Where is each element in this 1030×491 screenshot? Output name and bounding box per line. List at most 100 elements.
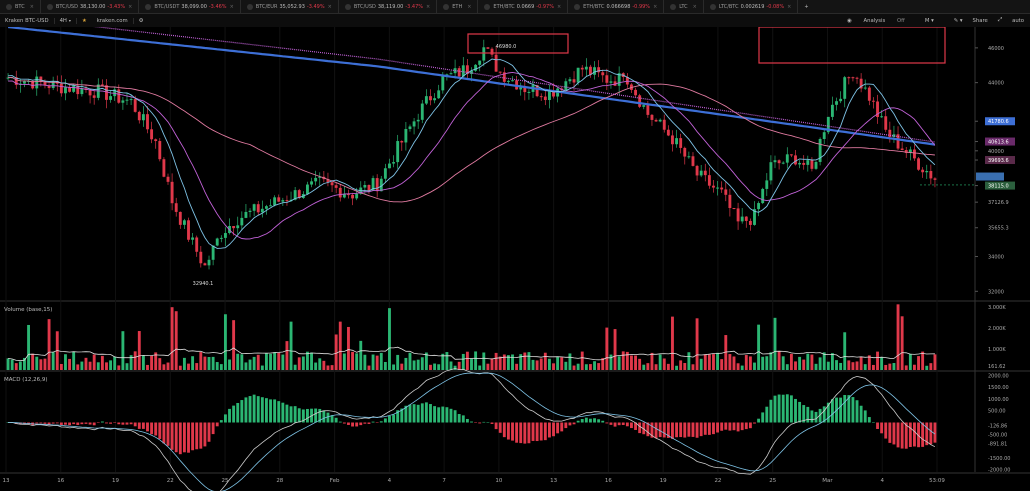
volume-bar — [404, 357, 408, 370]
exchange-selector[interactable]: Kraken BTC-USD — [0, 18, 54, 24]
trading-chart[interactable]: 13 16 19 22 25 28 Feb 4 7 10 13 16 19 22 25 Mar 4 53:09 46… — [0, 27, 1030, 491]
close-icon[interactable]: × — [787, 3, 792, 10]
volume-bar — [396, 354, 400, 370]
volume-bar — [732, 356, 736, 370]
macd-bar — [506, 422, 510, 440]
macd-bar — [68, 422, 72, 426]
volume-bar — [650, 352, 654, 370]
candle-body — [203, 263, 207, 266]
macd-bar — [843, 395, 847, 423]
macd-bar — [150, 422, 154, 435]
fullscreen-icon[interactable]: ⤢ — [997, 17, 1003, 23]
candle-body — [744, 216, 748, 221]
volume-bar — [502, 354, 506, 370]
macd-bar — [806, 406, 810, 423]
favorite-button[interactable]: ★ — [75, 17, 92, 24]
close-icon[interactable]: × — [29, 3, 34, 10]
candle-body — [658, 119, 662, 122]
ticker-price: 38,130.00 — [79, 3, 106, 10]
candle-body — [285, 200, 289, 202]
candle-body — [23, 81, 26, 84]
draw-tool-button[interactable]: ✎ ▾ — [953, 17, 963, 24]
ticker-item[interactable]: ETH/BTC 0.0669 -0.97% × — [478, 0, 569, 13]
add-ticker-button[interactable]: + — [804, 3, 809, 10]
volume-bar — [753, 362, 756, 370]
settings-button[interactable]: ⚙ — [132, 17, 149, 24]
close-icon[interactable]: × — [128, 3, 133, 10]
volume-bar — [658, 354, 662, 370]
ticker-item[interactable]: BTC/USD 38,119.00 -3.47% × — [339, 0, 438, 13]
macd-axis-label: 500.00 — [988, 409, 1006, 415]
close-icon[interactable]: × — [327, 3, 332, 10]
ticker-item[interactable]: BTC/USD 38,130.00 -3.43% × — [41, 0, 140, 13]
price-axis-label: 32000 — [988, 289, 1004, 295]
macd-bar — [814, 411, 818, 423]
current-price-tag — [976, 172, 1004, 181]
macd-bar — [650, 422, 654, 438]
auto-scale-button[interactable]: auto — [1012, 17, 1024, 24]
ticker-change: -3.47% — [405, 3, 424, 10]
macd-bar — [18, 422, 22, 425]
volume-bar — [724, 335, 728, 370]
close-icon[interactable]: × — [467, 3, 472, 10]
volume-bar — [900, 316, 904, 370]
candle-body — [334, 185, 338, 188]
candle-body — [584, 66, 588, 70]
macd-bar — [76, 422, 80, 425]
volume-bar — [449, 361, 453, 370]
candle-body — [105, 85, 108, 100]
macd-bar — [191, 422, 195, 451]
macd-bar — [876, 422, 879, 429]
macd-bar — [794, 398, 797, 423]
ma-fast-line — [8, 58, 936, 249]
coin-icon — [709, 3, 716, 10]
volume-bar — [277, 352, 281, 370]
mode-selector[interactable]: M ▾ — [924, 17, 934, 24]
volume-bar — [174, 311, 178, 370]
ticker-item[interactable]: LTC/BTC 0.002619 -0.08% × — [704, 0, 799, 13]
volume-bar — [880, 357, 884, 370]
macd-bar — [424, 402, 428, 423]
volume-bar — [293, 364, 297, 370]
close-icon[interactable]: × — [229, 3, 234, 10]
volume-bar — [178, 365, 182, 370]
volume-bar — [609, 354, 613, 370]
x-tick-label: 4 — [388, 478, 392, 484]
volume-bar — [355, 353, 359, 370]
volume-bar — [835, 360, 838, 370]
candle-body — [773, 160, 777, 163]
site-link[interactable]: kraken.com — [92, 18, 133, 24]
close-icon[interactable]: × — [426, 3, 431, 10]
ticker-item[interactable]: BTC/USDT 38,099.00 -3.46% × — [139, 0, 241, 13]
share-button[interactable]: Share — [972, 17, 988, 24]
volume-bar — [281, 354, 285, 370]
macd-bar — [753, 422, 756, 424]
candle-body — [256, 204, 260, 213]
analysis-toggle[interactable]: ◉ Analysis Off — [837, 18, 905, 24]
volume-bar — [367, 365, 371, 370]
close-icon[interactable]: × — [556, 3, 562, 10]
candle-body — [679, 138, 683, 148]
candle-body — [100, 84, 104, 86]
volume-bar — [761, 356, 765, 370]
candle-body — [593, 67, 596, 75]
volume-bar — [223, 314, 227, 370]
volume-bar — [412, 360, 416, 370]
macd-bar — [933, 422, 937, 443]
candle-body — [724, 189, 728, 195]
candle-body — [703, 170, 707, 176]
ticker-item[interactable]: BTC × — [0, 0, 41, 13]
ticker-item[interactable]: BTC/EUR 35,052.93 -3.49% × — [241, 0, 339, 13]
close-icon[interactable]: × — [692, 3, 697, 10]
volume-bar — [310, 352, 313, 370]
x-tick-label: 13 — [3, 478, 10, 484]
close-icon[interactable]: × — [653, 3, 658, 10]
ticker-item[interactable]: ETH/BTC 0.066698 -0.99% × — [568, 0, 665, 13]
interval-selector[interactable]: 4H ▾ — [53, 17, 76, 24]
candle-body — [51, 80, 55, 89]
macd-bar — [326, 412, 330, 423]
ticker-item[interactable]: ETH × — [437, 0, 479, 13]
volume-bar — [150, 355, 154, 370]
ticker-item[interactable]: LTC × — [664, 0, 704, 13]
macd-bar — [400, 408, 404, 423]
